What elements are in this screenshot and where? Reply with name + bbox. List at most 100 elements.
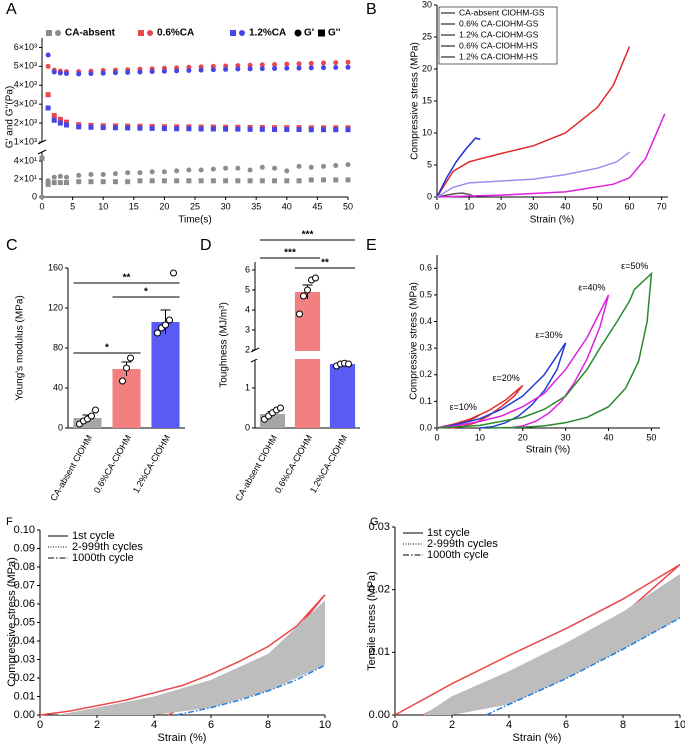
y-tick-label: 0.05 [14, 616, 35, 628]
y-axis-label: Compressive stress (MPa) [410, 42, 421, 160]
x-tick-label: 0 [39, 201, 44, 211]
g-double-prime-point [57, 116, 63, 122]
y-tick-label: 0 [32, 191, 37, 201]
series-line [436, 137, 481, 198]
x-tick-label: 8 [265, 719, 271, 731]
g-prime-point [308, 60, 314, 66]
g-prime-point [259, 66, 265, 72]
significance-label: *** [284, 248, 296, 259]
y-tick-label: 2×10¹ [14, 173, 37, 183]
y-tick-label: 2 [245, 344, 250, 354]
g-double-prime-point [149, 125, 155, 131]
x-tick-label: 10 [464, 201, 474, 211]
g-double-prime-point [45, 105, 51, 111]
series-line [436, 294, 610, 429]
y-tick-label: 1×10³ [14, 136, 37, 146]
curve-label: ε=50% [621, 261, 648, 271]
x-tick-label: 20 [159, 201, 169, 211]
panel: B Compressive stress (MPa) Strain (%) 0 5 10 1… [366, 0, 668, 226]
x-tick-label: 30 [561, 432, 571, 442]
sample-point [170, 269, 177, 277]
sample-point [127, 354, 134, 362]
g-double-prime-point [149, 178, 155, 184]
g-prime-point [333, 64, 339, 70]
cycles-band [57, 600, 325, 715]
g-double-prime-point [223, 178, 229, 184]
y-tick-label: 20 [422, 63, 432, 73]
y-tick-label: 0.03 [14, 653, 35, 665]
g-prime-point [223, 165, 229, 171]
y-tick-label: 5 [427, 159, 432, 169]
g-double-prime-point [210, 178, 216, 184]
g-prime-point [296, 163, 302, 169]
g-double-prime-point [259, 126, 265, 132]
marker-key-square [318, 29, 325, 37]
g-double-prime-point [88, 124, 94, 130]
x-tick-label: 0 [392, 719, 398, 731]
g-prime-point [308, 65, 314, 71]
y-tick-label: 0.10 [14, 524, 35, 536]
g-prime-point [247, 66, 253, 72]
legend-circle [239, 30, 245, 36]
x-tick-label: 40 [282, 201, 292, 211]
g-prime-point [345, 162, 351, 168]
x-tick-label: 35 [251, 201, 261, 211]
g-double-prime-point [333, 127, 339, 133]
g-double-prime-point [63, 180, 69, 186]
g-prime-point [45, 63, 51, 69]
y-tick-label: 0.04 [14, 635, 35, 647]
y-axis-label: Compressive stress (MPa) [409, 282, 420, 400]
y-tick-label: 0.07 [14, 579, 35, 591]
g-prime-point [345, 64, 351, 70]
g-prime-point [210, 67, 216, 73]
g-prime-point [198, 167, 204, 173]
panel-letter: E [366, 237, 377, 254]
g-double-prime-point [198, 178, 204, 184]
g-double-prime-point [137, 178, 143, 184]
x-axis-label: Strain (%) [158, 732, 207, 744]
sample-point [300, 292, 307, 300]
g-double-prime-point [272, 127, 278, 133]
sample-point [304, 286, 311, 294]
g-prime-point [272, 61, 278, 67]
g-double-prime-point [333, 177, 339, 183]
g-prime-point [284, 61, 290, 67]
g-double-prime-point [137, 125, 143, 131]
significance-label: ** [321, 258, 329, 269]
legend-label: 1.2% CA-ClOHM-GS [459, 29, 539, 39]
y-tick-label: 0.02 [369, 584, 390, 596]
g-double-prime-point [45, 181, 51, 187]
y-tick-label: 0.01 [369, 646, 390, 658]
g-double-prime-point [57, 120, 63, 126]
g-prime-point [333, 60, 339, 66]
g-double-prime-point [100, 125, 106, 131]
x-tick-label: 50 [343, 201, 353, 211]
legend-label: 0.6% CA-ClOHM-HS [459, 40, 538, 50]
series-line [436, 271, 653, 429]
sample-point [119, 377, 126, 385]
g-prime-point [321, 163, 327, 169]
y-tick-label: 0.0 [419, 422, 432, 432]
x-tick-label: 15 [129, 201, 139, 211]
x-tick-label: 0 [37, 719, 43, 731]
y-axis-label: G' and G''(Pa) [5, 86, 16, 148]
g-double-prime-point [63, 122, 69, 128]
g-double-prime-point [57, 180, 63, 186]
g-prime-point [308, 164, 314, 170]
y-axis-label: Tensile stress (MPa) [366, 571, 378, 671]
y-tick-label: 0.02 [14, 672, 35, 684]
x-tick-label: 50 [646, 432, 656, 442]
g-prime-point [149, 169, 155, 175]
x-tick-label: 6 [563, 719, 569, 731]
g-double-prime-point [308, 127, 314, 133]
x-tick-label: 30 [221, 201, 231, 211]
x-tick-label: 20 [496, 201, 506, 211]
g-prime-point [57, 70, 63, 76]
g-prime-point [57, 173, 63, 179]
y-tick-label: 0.1 [419, 396, 432, 406]
axis-break [37, 149, 47, 155]
g-prime-point [51, 69, 57, 75]
series-line [436, 46, 631, 198]
g-double-prime-point [174, 126, 180, 132]
